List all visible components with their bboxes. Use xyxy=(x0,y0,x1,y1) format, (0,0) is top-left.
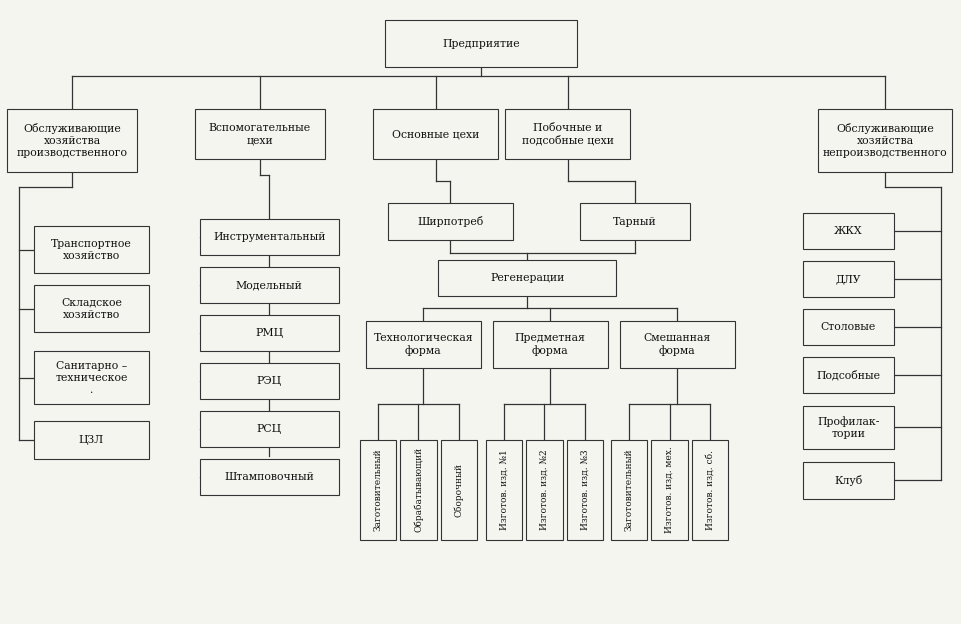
Text: Столовые: Столовые xyxy=(820,322,875,332)
FancyBboxPatch shape xyxy=(801,357,893,393)
FancyBboxPatch shape xyxy=(373,109,498,159)
Text: Заготовительный: Заготовительный xyxy=(373,449,382,531)
FancyBboxPatch shape xyxy=(34,286,149,332)
FancyBboxPatch shape xyxy=(438,260,615,296)
Text: Заготовительный: Заготовительный xyxy=(624,449,633,531)
Text: Изготов. изд. сб.: Изготов. изд. сб. xyxy=(704,450,714,530)
Text: Изготов. изд. мех.: Изготов. изд. мех. xyxy=(664,446,674,534)
FancyBboxPatch shape xyxy=(359,440,396,540)
FancyBboxPatch shape xyxy=(801,309,893,345)
Text: Сборочный: Сборочный xyxy=(454,463,463,517)
Text: Технологическая
форма: Технологическая форма xyxy=(373,333,473,356)
FancyBboxPatch shape xyxy=(619,321,734,368)
Text: Профилак-
тории: Профилак- тории xyxy=(817,416,878,439)
FancyBboxPatch shape xyxy=(485,440,522,540)
FancyBboxPatch shape xyxy=(400,440,436,540)
Text: ЦЗЛ: ЦЗЛ xyxy=(79,435,104,445)
FancyBboxPatch shape xyxy=(566,440,603,540)
Text: Штамповочный: Штамповочный xyxy=(224,472,314,482)
FancyBboxPatch shape xyxy=(526,440,562,540)
Text: Вспомогательные
цехи: Вспомогательные цехи xyxy=(209,123,310,145)
FancyBboxPatch shape xyxy=(387,203,512,240)
FancyBboxPatch shape xyxy=(817,109,951,172)
Text: Побочные и
подсобные цехи: Побочные и подсобные цехи xyxy=(521,123,613,145)
Text: Инструментальный: Инструментальный xyxy=(213,232,325,242)
FancyBboxPatch shape xyxy=(200,459,339,495)
FancyBboxPatch shape xyxy=(200,411,339,447)
Text: Смешанная
форма: Смешанная форма xyxy=(643,333,710,356)
Text: ДЛУ: ДЛУ xyxy=(835,274,860,284)
Text: Изготов. изд. №2: Изготов. изд. №2 xyxy=(539,449,549,530)
Text: Предприятие: Предприятие xyxy=(442,39,519,49)
Text: Изготов. изд. №1: Изготов. изд. №1 xyxy=(499,449,508,530)
FancyBboxPatch shape xyxy=(7,109,137,172)
Text: Санитарно –
техническое
.: Санитарно – техническое . xyxy=(55,361,128,394)
Text: РСЦ: РСЦ xyxy=(257,424,282,434)
FancyBboxPatch shape xyxy=(801,406,893,449)
FancyBboxPatch shape xyxy=(200,363,339,399)
FancyBboxPatch shape xyxy=(801,261,893,297)
FancyBboxPatch shape xyxy=(801,462,893,499)
FancyBboxPatch shape xyxy=(440,440,477,540)
Text: Изготов. изд. №3: Изготов. изд. №3 xyxy=(579,449,589,530)
FancyBboxPatch shape xyxy=(34,351,149,404)
FancyBboxPatch shape xyxy=(200,219,339,255)
FancyBboxPatch shape xyxy=(651,440,687,540)
FancyBboxPatch shape xyxy=(34,421,149,459)
Text: Обслуживающие
хозяйства
производственного: Обслуживающие хозяйства производственног… xyxy=(16,123,128,158)
Text: Обслуживающие
хозяйства
непроизводственного: Обслуживающие хозяйства непроизводственн… xyxy=(822,123,947,158)
Text: Транспортное
хозяйство: Транспортное хозяйство xyxy=(51,238,132,261)
FancyBboxPatch shape xyxy=(691,440,727,540)
Text: Обрабатывающий: Обрабатывающий xyxy=(413,447,423,532)
Text: Регенерации: Регенерации xyxy=(489,273,564,283)
Text: Модельный: Модельный xyxy=(235,280,303,290)
Text: Предметная
форма: Предметная форма xyxy=(514,333,585,356)
Text: РЭЦ: РЭЦ xyxy=(257,376,282,386)
FancyBboxPatch shape xyxy=(194,109,325,159)
FancyBboxPatch shape xyxy=(610,440,647,540)
Text: Тарный: Тарный xyxy=(612,217,656,227)
FancyBboxPatch shape xyxy=(579,203,689,240)
FancyBboxPatch shape xyxy=(492,321,607,368)
FancyBboxPatch shape xyxy=(200,315,339,351)
FancyBboxPatch shape xyxy=(34,227,149,273)
Text: Клуб: Клуб xyxy=(833,475,862,486)
FancyBboxPatch shape xyxy=(365,321,480,368)
FancyBboxPatch shape xyxy=(505,109,629,159)
Text: РМЦ: РМЦ xyxy=(255,328,283,338)
FancyBboxPatch shape xyxy=(801,213,893,249)
Text: Складское
хозяйство: Складское хозяйство xyxy=(61,298,122,320)
FancyBboxPatch shape xyxy=(200,267,339,303)
Text: Ширпотреб: Ширпотреб xyxy=(417,216,482,227)
FancyBboxPatch shape xyxy=(384,20,577,67)
Text: Подсобные: Подсобные xyxy=(816,370,879,380)
Text: Основные цехи: Основные цехи xyxy=(392,129,479,139)
Text: ЖКХ: ЖКХ xyxy=(833,226,862,236)
